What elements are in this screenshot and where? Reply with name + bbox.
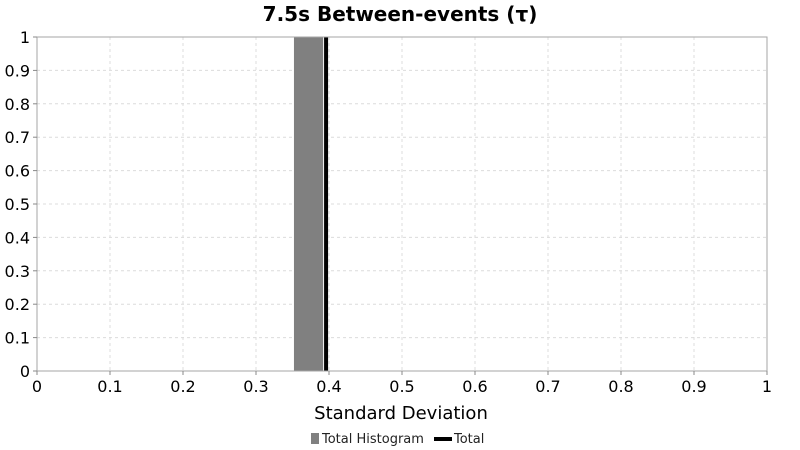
x-tick-label: 0.1 <box>97 377 122 396</box>
histogram-bars <box>293 37 324 371</box>
x-tick-label: 0.4 <box>316 377 341 396</box>
x-tick-label: 0.9 <box>681 377 706 396</box>
x-axis-label: Standard Deviation <box>314 403 488 424</box>
x-tick-label: 0.2 <box>170 377 195 396</box>
x-tick-label: 0.3 <box>243 377 268 396</box>
y-tick-label: 0.8 <box>5 95 30 114</box>
legend: Total Histogram Total <box>311 432 484 447</box>
x-tick-label: 0.8 <box>608 377 633 396</box>
chart-title: 7.5s Between-events (τ) <box>263 2 538 26</box>
legend-label-total: Total <box>453 432 484 447</box>
legend-swatch-total <box>434 437 452 441</box>
y-tick-label: 0.4 <box>5 228 30 247</box>
histogram-bar <box>293 37 324 371</box>
y-tick-label: 0.7 <box>5 128 30 147</box>
grid-lines <box>37 37 767 371</box>
y-tick-label: 0.9 <box>5 61 30 80</box>
y-tick-label: 0 <box>20 362 30 381</box>
legend-label-total-histogram: Total Histogram <box>321 432 424 447</box>
x-tick-label: 0 <box>32 377 42 396</box>
y-tick-label: 0.6 <box>5 162 30 181</box>
x-tick-label: 0.6 <box>462 377 487 396</box>
x-tick-label: 0.7 <box>535 377 560 396</box>
x-tick-label: 1 <box>762 377 772 396</box>
y-tick-label: 0.3 <box>5 262 30 281</box>
axis-ticks: 0 0.1 0.2 0.3 0.4 0.5 0.6 0.7 0.8 0.9 1 0 0.1 0.2 0.3 0… <box>5 28 773 396</box>
legend-swatch-total-histogram <box>311 433 319 444</box>
x-tick-label: 0.5 <box>389 377 414 396</box>
y-tick-label: 0.5 <box>5 195 30 214</box>
y-tick-label: 1 <box>20 28 30 47</box>
y-tick-label: 0.2 <box>5 295 30 314</box>
y-tick-label: 0.1 <box>5 329 30 348</box>
